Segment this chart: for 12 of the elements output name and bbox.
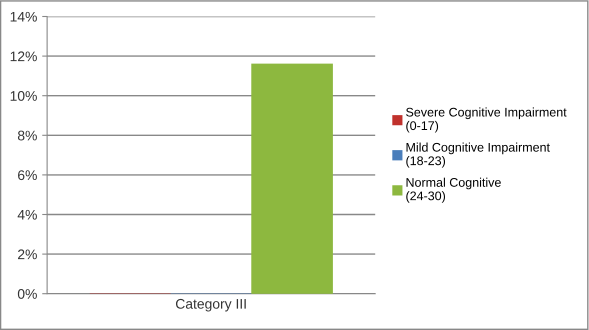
legend-label: Normal Cognitive (24-30) [406, 178, 501, 203]
x-tick-label: Category III [176, 298, 246, 312]
y-tick-label: 4% [18, 210, 37, 220]
y-tick-label: 0% [18, 289, 37, 299]
y-tick-label: 12% [10, 51, 37, 62]
legend-label: Severe Cognitive Impairment (0-17) [406, 107, 567, 133]
y-tick-label: 6% [18, 170, 37, 180]
legend-label: Mild Cognitive Impairment (18-23) [406, 142, 550, 168]
y-tick-label: 10% [10, 91, 37, 101]
y-tick-label: 8% [18, 130, 37, 140]
y-tick-label: 2% [18, 249, 37, 260]
y-tick-label: 14% [10, 12, 37, 22]
